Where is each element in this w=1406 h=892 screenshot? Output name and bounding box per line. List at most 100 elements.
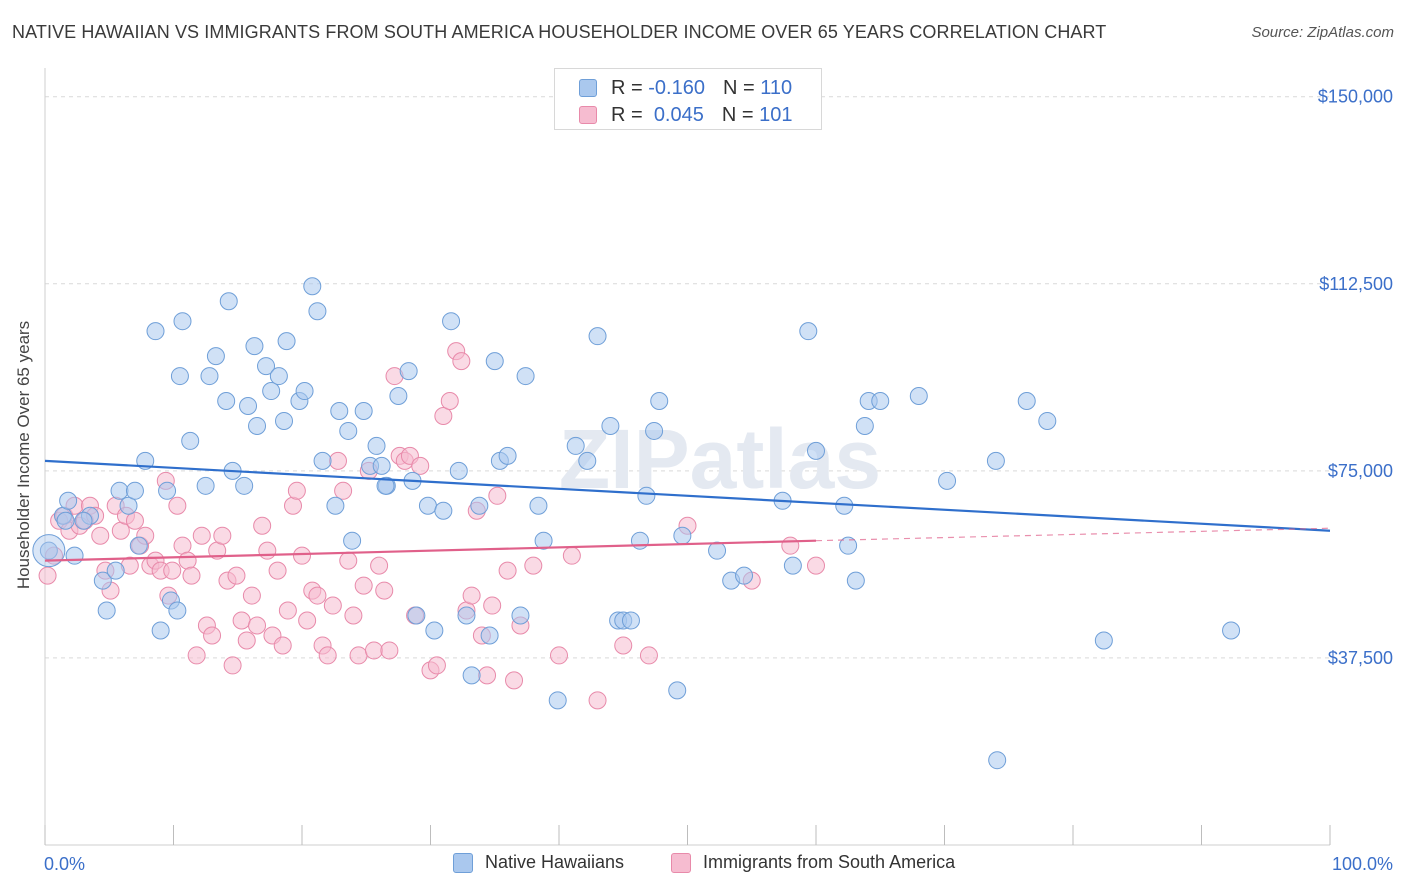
point-native-hawaiians bbox=[855, 416, 874, 435]
point-native-hawaiians bbox=[248, 416, 267, 435]
point-native-hawaiians bbox=[168, 601, 187, 620]
y-tick-label: $150,000 bbox=[1318, 87, 1393, 107]
point-immigrants bbox=[364, 641, 383, 660]
point-native-hawaiians bbox=[418, 496, 437, 515]
point-native-hawaiians bbox=[170, 367, 189, 386]
point-immigrants bbox=[192, 526, 211, 545]
point-native-hawaiians bbox=[470, 496, 489, 515]
legend-label-immigrants: Immigrants from South America bbox=[703, 852, 956, 872]
point-immigrants bbox=[187, 646, 206, 665]
point-native-hawaiians bbox=[511, 606, 530, 625]
point-immigrants bbox=[462, 586, 481, 605]
trend-line-native-hawaiians bbox=[44, 459, 1331, 532]
point-immigrants bbox=[223, 656, 242, 675]
point-native-hawaiians bbox=[986, 451, 1005, 470]
point-native-hawaiians bbox=[354, 401, 373, 420]
point-immigrants bbox=[91, 526, 110, 545]
point-native-hawaiians bbox=[839, 536, 858, 555]
point-immigrants bbox=[298, 611, 317, 630]
tick-labels: $37,500 $75,000 $112,500 $150,000 0.0% 100.0% bbox=[44, 87, 1393, 874]
legend-item-immigrants[interactable]: Immigrants from South America bbox=[671, 852, 955, 873]
point-immigrants bbox=[258, 541, 277, 560]
point-native-hawaiians bbox=[871, 392, 890, 411]
point-native-hawaiians bbox=[988, 751, 1007, 770]
point-immigrants bbox=[237, 631, 256, 650]
point-immigrants bbox=[550, 646, 568, 665]
point-native-hawaiians bbox=[269, 367, 288, 386]
point-immigrants bbox=[427, 656, 446, 675]
point-native-hawaiians bbox=[59, 491, 78, 510]
point-native-hawaiians bbox=[645, 421, 664, 440]
point-native-hawaiians bbox=[407, 606, 426, 625]
point-native-hawaiians bbox=[56, 511, 75, 530]
point-native-hawaiians bbox=[367, 436, 386, 455]
point-native-hawaiians bbox=[480, 626, 499, 645]
point-native-hawaiians bbox=[277, 332, 296, 351]
point-native-hawaiians bbox=[181, 431, 200, 450]
y-tick-label: $37,500 bbox=[1328, 648, 1393, 668]
point-immigrants bbox=[248, 616, 267, 635]
series-native-hawaiians-points bbox=[32, 277, 1241, 770]
point-native-hawaiians bbox=[462, 666, 481, 685]
legend-swatch-pink bbox=[579, 106, 597, 124]
point-immigrants bbox=[488, 486, 507, 505]
trend-line-immigrants bbox=[44, 539, 817, 562]
point-native-hawaiians bbox=[588, 327, 607, 346]
legend-n-value: 101 bbox=[759, 103, 793, 126]
legend-swatch-blue bbox=[453, 852, 473, 873]
legend-r-value: -0.160 bbox=[648, 76, 705, 99]
point-immigrants bbox=[178, 551, 197, 570]
point-native-hawaiians bbox=[578, 451, 597, 470]
point-native-hawaiians bbox=[93, 571, 112, 590]
point-native-hawaiians bbox=[637, 486, 656, 505]
point-native-hawaiians bbox=[621, 611, 640, 630]
point-immigrants bbox=[182, 566, 201, 585]
point-native-hawaiians bbox=[219, 292, 238, 311]
point-native-hawaiians bbox=[516, 367, 535, 386]
trend-line-immigrants-extrapolated bbox=[815, 527, 1331, 542]
point-native-hawaiians bbox=[125, 481, 144, 500]
point-immigrants bbox=[588, 691, 607, 710]
point-native-hawaiians bbox=[909, 387, 928, 406]
legend-item-native-hawaiians[interactable]: Native Hawaiians bbox=[453, 852, 624, 873]
point-native-hawaiians bbox=[97, 601, 116, 620]
point-native-hawaiians bbox=[200, 367, 219, 386]
point-native-hawaiians bbox=[330, 401, 349, 420]
point-native-hawaiians bbox=[807, 441, 825, 460]
point-native-hawaiians bbox=[1038, 411, 1057, 430]
point-native-hawaiians bbox=[39, 541, 58, 560]
point-native-hawaiians bbox=[457, 606, 476, 625]
source-credit: Source: ZipAtlas.com bbox=[1251, 24, 1394, 41]
point-native-hawaiians bbox=[485, 352, 504, 371]
point-immigrants bbox=[284, 496, 303, 515]
point-immigrants bbox=[344, 606, 363, 625]
legend-r-label: R = bbox=[611, 103, 643, 126]
correlation-legend: R = -0.160 N = 110 R = 0.045 N = 101 bbox=[554, 68, 822, 130]
point-immigrants bbox=[440, 392, 459, 411]
point-native-hawaiians bbox=[566, 436, 585, 455]
point-native-hawaiians bbox=[343, 531, 362, 550]
y-tick-label: $75,000 bbox=[1328, 461, 1393, 481]
point-native-hawaiians bbox=[326, 496, 345, 515]
point-native-hawaiians bbox=[151, 621, 170, 640]
point-native-hawaiians bbox=[295, 382, 314, 401]
legend-r-value: 0.045 bbox=[653, 103, 704, 126]
point-native-hawaiians bbox=[146, 322, 165, 341]
point-native-hawaiians bbox=[938, 471, 957, 490]
point-immigrants bbox=[781, 536, 800, 555]
point-native-hawaiians bbox=[498, 446, 517, 465]
point-immigrants bbox=[411, 456, 430, 475]
point-native-hawaiians bbox=[799, 322, 818, 341]
point-immigrants bbox=[524, 556, 543, 575]
point-immigrants bbox=[614, 636, 633, 655]
point-native-hawaiians bbox=[1017, 392, 1036, 411]
legend-swatch-pink bbox=[671, 852, 691, 873]
point-native-hawaiians bbox=[308, 302, 327, 321]
point-immigrants bbox=[268, 561, 287, 580]
point-native-hawaiians bbox=[106, 561, 125, 580]
series-legend: Native Hawaiians Immigrants from South A… bbox=[0, 852, 1406, 876]
point-immigrants bbox=[639, 646, 658, 665]
point-immigrants bbox=[375, 581, 394, 600]
point-immigrants bbox=[163, 561, 182, 580]
